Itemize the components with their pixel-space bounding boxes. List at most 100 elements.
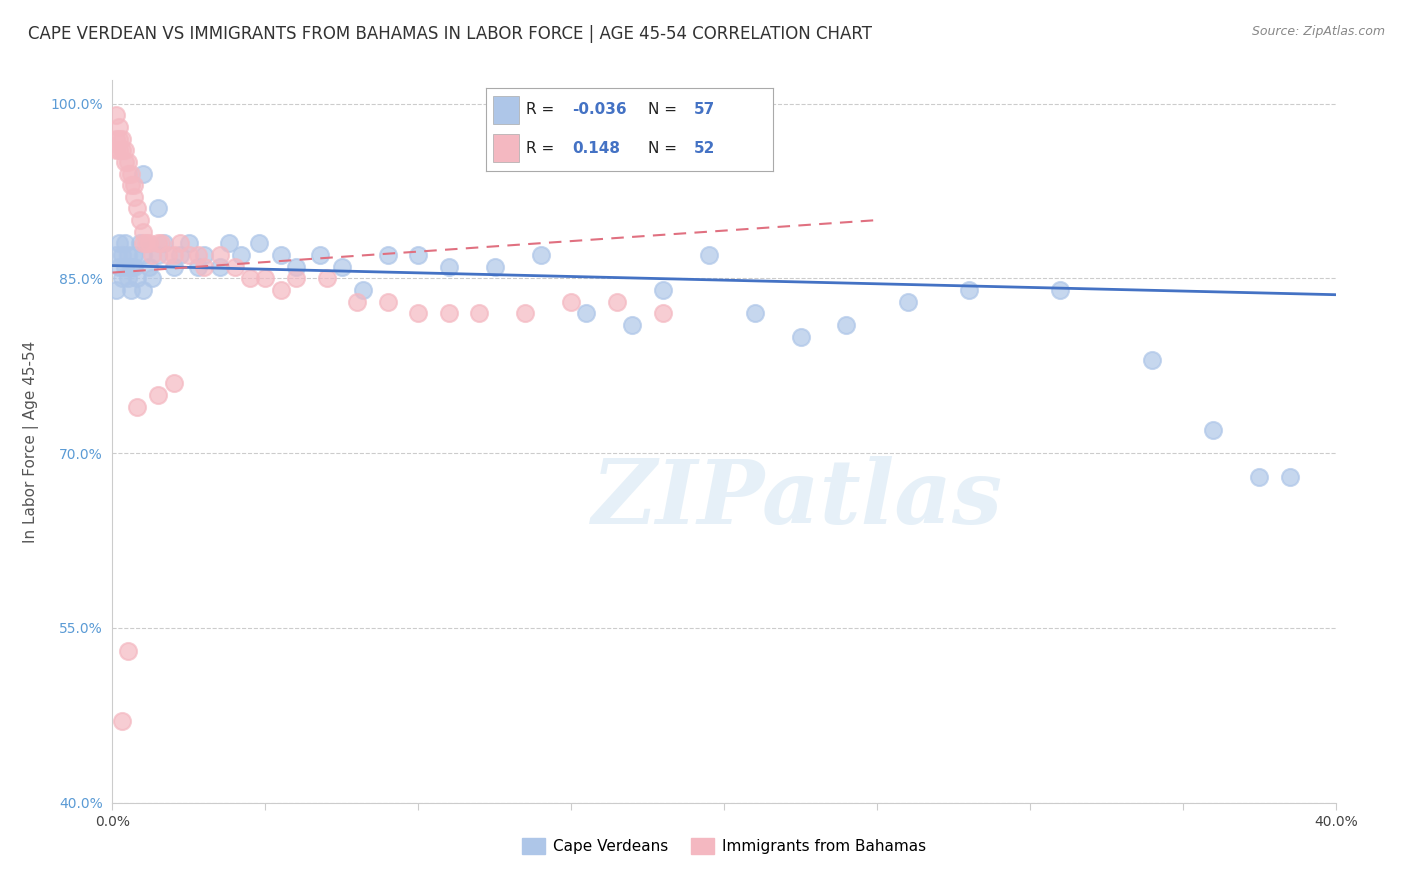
Point bbox=[169, 236, 191, 251]
Point bbox=[156, 248, 179, 262]
Point bbox=[107, 120, 129, 134]
Point bbox=[111, 714, 134, 729]
Point bbox=[129, 213, 152, 227]
Point bbox=[138, 236, 160, 251]
Point bbox=[330, 260, 353, 274]
Point bbox=[125, 271, 148, 285]
Point bbox=[315, 271, 337, 285]
Point bbox=[352, 283, 374, 297]
Point bbox=[125, 202, 148, 216]
Point bbox=[114, 236, 136, 251]
Point bbox=[606, 294, 628, 309]
Point bbox=[377, 248, 399, 262]
Point bbox=[122, 178, 145, 193]
Point bbox=[697, 248, 720, 262]
Point bbox=[129, 236, 152, 251]
Point bbox=[957, 283, 980, 297]
Point bbox=[117, 644, 139, 658]
Point bbox=[177, 236, 200, 251]
Point bbox=[177, 248, 200, 262]
Point bbox=[132, 248, 155, 262]
Point bbox=[122, 260, 145, 274]
Point bbox=[408, 306, 430, 320]
Point bbox=[468, 306, 491, 320]
Point bbox=[150, 236, 173, 251]
Point bbox=[744, 306, 766, 320]
Point bbox=[107, 131, 129, 145]
Point bbox=[111, 248, 134, 262]
Point bbox=[125, 400, 148, 414]
Point bbox=[247, 236, 270, 251]
Point bbox=[148, 202, 170, 216]
Point bbox=[111, 143, 134, 157]
Point bbox=[117, 167, 139, 181]
Point bbox=[104, 108, 127, 122]
Point bbox=[135, 236, 157, 251]
Point bbox=[104, 248, 127, 262]
Point bbox=[284, 260, 308, 274]
Point bbox=[835, 318, 858, 332]
Point bbox=[437, 306, 460, 320]
Point bbox=[111, 271, 134, 285]
Point bbox=[652, 283, 675, 297]
Point bbox=[284, 271, 308, 285]
Point bbox=[229, 248, 252, 262]
Point bbox=[163, 248, 186, 262]
Point bbox=[107, 143, 129, 157]
Point bbox=[138, 260, 160, 274]
Point bbox=[789, 329, 811, 343]
Point bbox=[193, 260, 215, 274]
Point bbox=[530, 248, 553, 262]
Point bbox=[270, 248, 292, 262]
Point bbox=[224, 260, 246, 274]
Point bbox=[122, 248, 145, 262]
Point bbox=[621, 318, 644, 332]
Point bbox=[346, 294, 368, 309]
Point bbox=[652, 306, 675, 320]
Point bbox=[484, 260, 506, 274]
Point bbox=[1049, 283, 1071, 297]
Point bbox=[141, 271, 163, 285]
Point bbox=[104, 283, 127, 297]
Point bbox=[107, 236, 129, 251]
Point bbox=[104, 143, 127, 157]
Point bbox=[132, 167, 155, 181]
Point bbox=[254, 271, 277, 285]
Point bbox=[1278, 469, 1301, 483]
Text: CAPE VERDEAN VS IMMIGRANTS FROM BAHAMAS IN LABOR FORCE | AGE 45-54 CORRELATION C: CAPE VERDEAN VS IMMIGRANTS FROM BAHAMAS … bbox=[28, 25, 872, 43]
Point bbox=[1202, 423, 1225, 437]
Point bbox=[897, 294, 920, 309]
Point bbox=[437, 260, 460, 274]
Point bbox=[187, 260, 209, 274]
Point bbox=[132, 225, 155, 239]
Point bbox=[117, 154, 139, 169]
Point bbox=[575, 306, 598, 320]
Legend: Cape Verdeans, Immigrants from Bahamas: Cape Verdeans, Immigrants from Bahamas bbox=[516, 832, 932, 860]
Point bbox=[120, 167, 142, 181]
Point bbox=[1249, 469, 1271, 483]
Point bbox=[107, 260, 129, 274]
Point bbox=[163, 376, 186, 391]
Point bbox=[120, 260, 142, 274]
Point bbox=[117, 271, 139, 285]
Point bbox=[218, 236, 240, 251]
Point bbox=[153, 236, 176, 251]
Point bbox=[148, 236, 170, 251]
Point bbox=[148, 248, 170, 262]
Point bbox=[120, 283, 142, 297]
Point bbox=[114, 260, 136, 274]
Point bbox=[169, 248, 191, 262]
Point bbox=[1142, 353, 1164, 368]
Point bbox=[270, 283, 292, 297]
Point bbox=[187, 248, 209, 262]
Point bbox=[515, 306, 537, 320]
Point bbox=[309, 248, 332, 262]
Text: ZIPatlas: ZIPatlas bbox=[592, 456, 1002, 542]
Point bbox=[163, 260, 186, 274]
Point bbox=[208, 260, 231, 274]
Point bbox=[122, 190, 145, 204]
Point bbox=[104, 131, 127, 145]
Point bbox=[208, 248, 231, 262]
Point bbox=[193, 248, 215, 262]
Point bbox=[132, 236, 155, 251]
